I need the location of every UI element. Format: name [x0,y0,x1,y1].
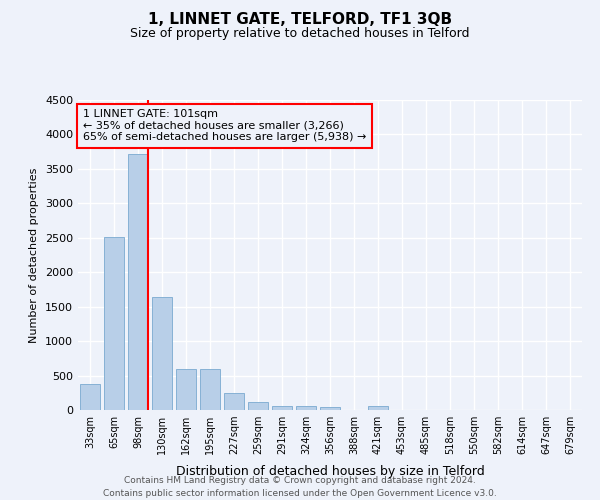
Bar [80,384,100,410]
Bar [272,406,292,410]
Text: 1, LINNET GATE, TELFORD, TF1 3QB: 1, LINNET GATE, TELFORD, TF1 3QB [148,12,452,28]
Bar [152,298,172,410]
Bar [248,402,268,410]
X-axis label: Distribution of detached houses by size in Telford: Distribution of detached houses by size … [176,466,484,478]
Bar [176,370,196,410]
Bar [368,406,388,410]
Text: Contains HM Land Registry data © Crown copyright and database right 2024.
Contai: Contains HM Land Registry data © Crown c… [103,476,497,498]
Bar [200,370,220,410]
Text: Size of property relative to detached houses in Telford: Size of property relative to detached ho… [130,28,470,40]
Y-axis label: Number of detached properties: Number of detached properties [29,168,40,342]
Bar [320,407,340,410]
Bar [224,394,244,410]
Bar [104,237,124,410]
Text: 1 LINNET GATE: 101sqm
← 35% of detached houses are smaller (3,266)
65% of semi-d: 1 LINNET GATE: 101sqm ← 35% of detached … [83,110,367,142]
Bar [296,406,316,410]
Bar [128,154,148,410]
